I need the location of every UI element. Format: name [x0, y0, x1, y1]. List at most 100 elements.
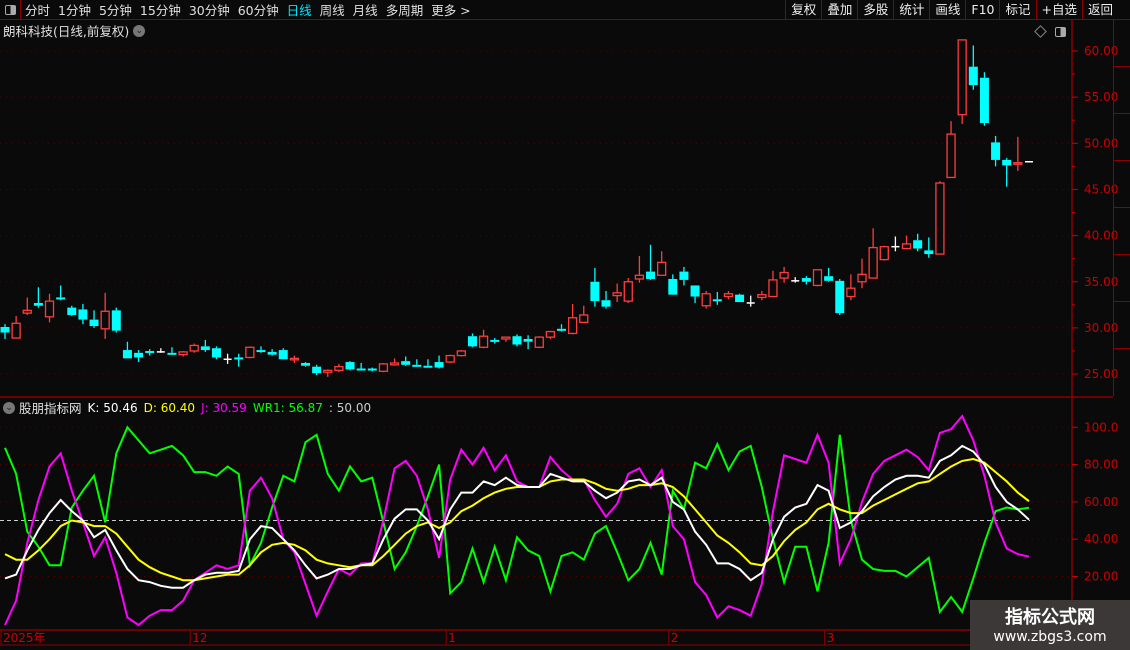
candle-body: [723, 293, 734, 298]
price-tick-label: 55.00: [1084, 90, 1118, 104]
candle-body: [367, 368, 377, 371]
candle-body: [189, 344, 199, 352]
candle: [812, 269, 823, 287]
candle-body: [779, 271, 789, 279]
period-tab[interactable]: 15分钟: [139, 3, 181, 18]
panel-toggle-button[interactable]: [0, 0, 21, 19]
candle: [89, 310, 99, 328]
period-tab[interactable]: 分时: [25, 3, 51, 18]
period-tab[interactable]: 更多 >: [431, 3, 471, 18]
candle-body: [646, 271, 656, 279]
period-tab[interactable]: 周线: [319, 3, 345, 18]
candle: [657, 251, 667, 276]
candle-body: [501, 336, 511, 340]
candle-body: [434, 362, 444, 368]
candle-body: [11, 322, 21, 339]
candle-body: [44, 300, 55, 318]
toolbar-button[interactable]: 画线: [929, 0, 965, 19]
candle-body: [356, 368, 366, 371]
chevron-down-icon[interactable]: ⌄: [133, 24, 146, 37]
candle: [289, 355, 300, 363]
candle: [423, 359, 433, 368]
candle-body: [478, 335, 489, 348]
period-tab[interactable]: 60分钟: [237, 3, 279, 18]
candle: [267, 349, 277, 356]
toolbar-button[interactable]: +自选: [1035, 0, 1082, 19]
period-tab[interactable]: 多周期: [385, 3, 424, 18]
candle-body: [590, 281, 600, 302]
candle-body: [389, 362, 400, 366]
candle-body: [757, 294, 767, 299]
toolbar-button[interactable]: F10: [965, 0, 999, 19]
period-tab[interactable]: 30分钟: [188, 3, 230, 18]
candle: [312, 364, 322, 375]
side-tab[interactable]: [1114, 67, 1130, 114]
candle-body: [100, 310, 110, 330]
side-tab[interactable]: [1114, 255, 1130, 302]
candle-body: [89, 319, 99, 327]
side-tab[interactable]: [1114, 114, 1130, 161]
period-tab[interactable]: 日线: [286, 3, 312, 18]
legend-k: K: 50.46: [87, 400, 138, 415]
candle-body: [690, 285, 700, 297]
candle-body: [289, 357, 300, 361]
price-tick-label: 60.00: [1084, 44, 1118, 58]
candle: [801, 276, 811, 285]
candle: [634, 255, 645, 283]
legend-wr1: WR1: 56.87: [252, 400, 323, 415]
candle-body: [857, 273, 867, 283]
top-toolbar: 分时 1分钟 5分钟 15分钟 30分钟 60分钟 日线 周线 月线 多周期 更多 > 复权 叠加 多股…: [0, 0, 1130, 20]
period-tab[interactable]: 5分钟: [98, 3, 132, 18]
candle: [167, 347, 177, 355]
chevron-down-icon[interactable]: ⌄: [3, 401, 15, 414]
candle: [323, 369, 333, 377]
candle: [145, 349, 155, 356]
series-d-line: [4, 457, 1030, 582]
candle: [891, 236, 900, 252]
candle-body: [712, 299, 722, 302]
candle: [134, 350, 144, 363]
candle: [901, 235, 912, 250]
candle-body: [512, 336, 522, 345]
candle-body: [167, 352, 177, 355]
candle-body: [33, 302, 43, 306]
candle: [534, 336, 544, 349]
candle: [701, 290, 711, 309]
candle: [501, 336, 511, 342]
candle: [122, 341, 132, 359]
candle-body: [312, 366, 322, 374]
candle: [378, 362, 389, 373]
candle: [957, 39, 967, 124]
candle-body: [935, 182, 945, 255]
toolbar-button[interactable]: 叠加: [821, 0, 857, 19]
period-tab[interactable]: 1分钟: [58, 3, 91, 18]
side-tab[interactable]: [1114, 302, 1130, 349]
period-tab[interactable]: 月线: [352, 3, 378, 18]
toolbar-button[interactable]: 多股: [857, 0, 893, 19]
candle-body: [145, 350, 155, 353]
diamond-icon[interactable]: [1034, 25, 1047, 38]
candle: [968, 45, 978, 90]
toolbar-button[interactable]: 返回: [1081, 0, 1118, 19]
candle: [846, 274, 856, 301]
panel-toggle-icon[interactable]: [1053, 22, 1067, 41]
side-tab[interactable]: [1114, 161, 1130, 208]
candle-body: [946, 133, 956, 179]
candle: [111, 307, 121, 333]
date-label: 12: [192, 631, 207, 645]
toolbar-button[interactable]: 标记: [999, 0, 1035, 19]
side-tab[interactable]: [1114, 208, 1130, 255]
candle: [879, 245, 889, 261]
candle: [601, 290, 611, 309]
toolbar-button[interactable]: 复权: [785, 0, 821, 19]
candle-body: [378, 363, 389, 372]
toolbar-button[interactable]: 统计: [893, 0, 929, 19]
side-tab[interactable]: [1114, 20, 1130, 67]
candle-body: [668, 278, 678, 295]
candle-body: [868, 246, 878, 279]
candle: [557, 324, 566, 332]
candle: [156, 348, 165, 353]
candle-body: [456, 350, 466, 357]
candle-body: [1013, 162, 1023, 165]
candle-body: [111, 310, 121, 331]
